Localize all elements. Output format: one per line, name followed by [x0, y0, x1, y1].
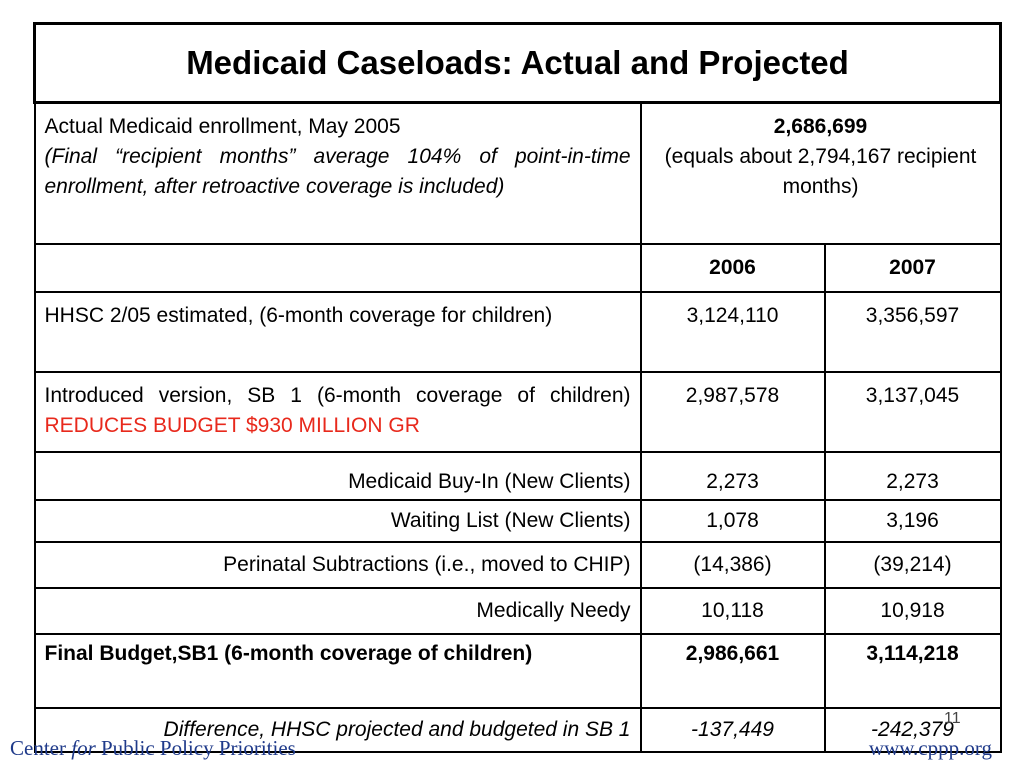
page-number: 11	[944, 710, 961, 727]
footer-org-post: Public Policy Priorities	[95, 736, 296, 760]
row-label-hhsc: HHSC 2/05 estimated, (6-month coverage f…	[33, 291, 642, 373]
cell-peri-2007: (39,214)	[823, 541, 1002, 589]
cell-buyin-2006: 2,273	[639, 451, 826, 501]
cell-wait-2007: 3,196	[823, 499, 1002, 543]
actual-note: (Final “recipient months” average 104% o…	[44, 145, 631, 198]
actual-value: 2,686,699	[773, 115, 868, 138]
cell-wait-2006: 1,078	[639, 499, 826, 543]
cell-needy-2006: 10,118	[639, 587, 826, 635]
cell-final-2006: 2,986,661	[639, 633, 826, 709]
footer-org-pre: Center	[10, 736, 72, 760]
row-label-buyin: Medicaid Buy-In (New Clients)	[33, 451, 642, 501]
actual-label: Actual Medicaid enrollment, May 2005	[44, 115, 401, 138]
row-label-wait: Waiting List (New Clients)	[33, 499, 642, 543]
slide-title: Medicaid Caseloads: Actual and Projected	[32, 22, 1003, 104]
empty-header-cell	[33, 243, 642, 293]
year-header-row: 2006 2007	[33, 243, 1002, 293]
cell-diff-2006: -137,449	[639, 707, 826, 753]
row-label-intro: Introduced version, SB 1 (6-month covera…	[33, 371, 642, 453]
row-label-final: Final Budget,SB1 (6-month coverage of ch…	[33, 633, 642, 709]
year-header-2006: 2006	[639, 243, 826, 293]
table-row: Medically Needy 10,118 10,918	[33, 587, 1002, 635]
row-label-actual: Actual Medicaid enrollment, May 2005 (Fi…	[33, 101, 642, 245]
footer-org-for: for	[71, 736, 96, 760]
cell-intro-2006: 2,987,578	[639, 371, 826, 453]
cell-diff-2007: -242,379	[823, 707, 1002, 753]
table-row: Medicaid Buy-In (New Clients) 2,273 2,27…	[33, 451, 1002, 501]
table-row: HHSC 2/05 estimated, (6-month coverage f…	[33, 291, 1002, 373]
row-label-diff: Difference, HHSC projected and budgeted …	[33, 707, 642, 753]
cell-final-2007: 3,114,218	[823, 633, 1002, 709]
year-header-2007: 2007	[823, 243, 1002, 293]
actual-value-note: (equals about 2,794,167 recipient months…	[664, 145, 977, 198]
footer-organization: Center for Public Policy Priorities	[10, 736, 296, 761]
table-row: Actual Medicaid enrollment, May 2005 (Fi…	[33, 101, 1002, 245]
row-label-needy: Medically Needy	[33, 587, 642, 635]
table-row: Perinatal Subtractions (i.e., moved to C…	[33, 541, 1002, 589]
footer-website: www.cppp.org	[868, 736, 992, 760]
caseload-table: Medicaid Caseloads: Actual and Projected…	[32, 22, 1003, 753]
cell-hhsc-2007: 3,356,597	[823, 291, 1002, 373]
title-row: Medicaid Caseloads: Actual and Projected	[32, 22, 1003, 104]
row-label-peri: Perinatal Subtractions (i.e., moved to C…	[33, 541, 642, 589]
table-row: Introduced version, SB 1 (6-month covera…	[33, 371, 1002, 453]
cell-intro-2007: 3,137,045	[823, 371, 1002, 453]
intro-label: Introduced version, SB 1 (6-month covera…	[44, 384, 631, 407]
actual-value-cell: 2,686,699 (equals about 2,794,167 recipi…	[639, 101, 1002, 245]
cell-buyin-2007: 2,273	[823, 451, 1002, 501]
table-row: Final Budget,SB1 (6-month coverage of ch…	[33, 633, 1002, 709]
cell-needy-2007: 10,918	[823, 587, 1002, 635]
cell-peri-2006: (14,386)	[639, 541, 826, 589]
intro-label-red: REDUCES BUDGET $930 MILLION GR	[44, 414, 420, 437]
table-row: Waiting List (New Clients) 1,078 3,196	[33, 499, 1002, 543]
table-row: Difference, HHSC projected and budgeted …	[33, 707, 1002, 753]
cell-hhsc-2006: 3,124,110	[639, 291, 826, 373]
